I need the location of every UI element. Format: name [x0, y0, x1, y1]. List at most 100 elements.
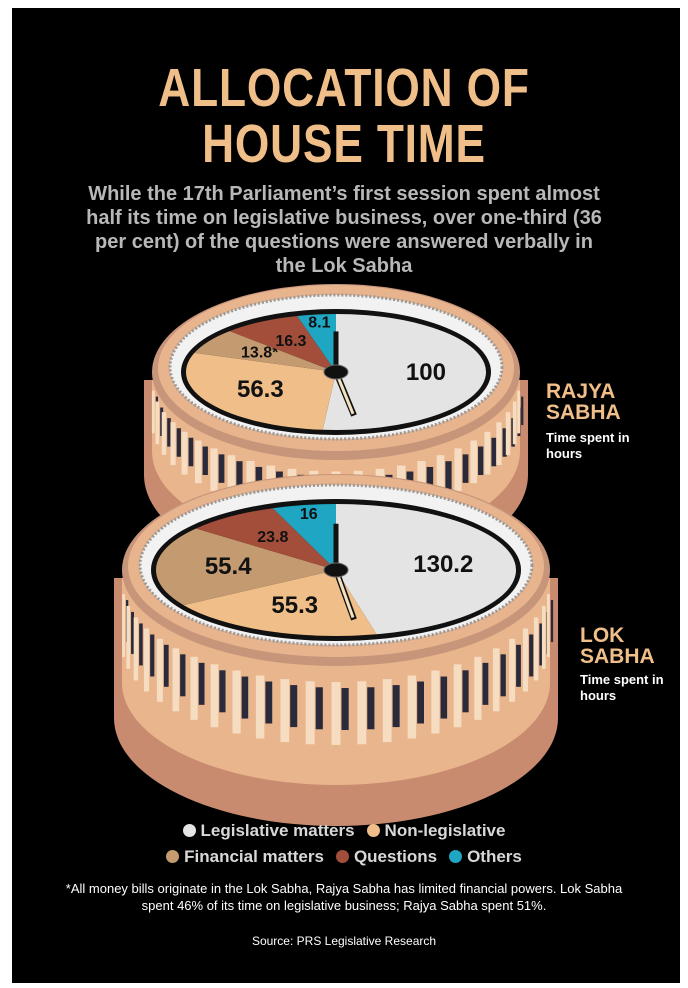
legend-label: Others [467, 847, 522, 866]
column [126, 605, 131, 669]
column [210, 448, 218, 492]
pie-slice [196, 508, 336, 570]
legend-item: Legislative matters [182, 818, 355, 844]
legend-label: Legislative matters [200, 821, 355, 840]
window [176, 428, 181, 457]
legend-label: Financial matters [184, 847, 324, 866]
column [181, 431, 188, 475]
window [502, 428, 507, 457]
column [454, 448, 462, 492]
chart-title: RAJYA SABHA [546, 380, 621, 424]
window [462, 454, 469, 483]
value-label: 56.3 [237, 376, 284, 403]
value-label: 23.8 [257, 529, 288, 546]
chart-title: LOK SABHA [580, 624, 655, 668]
window [482, 662, 489, 705]
legend: Legislative matters Non-legislative Financ… [100, 818, 588, 870]
window [341, 688, 349, 730]
legend-item: Others [449, 844, 522, 870]
window [539, 623, 543, 666]
window [290, 685, 298, 728]
legend-item: Financial matters [166, 844, 324, 870]
column [474, 656, 482, 720]
column [547, 594, 550, 658]
column [280, 679, 290, 743]
chart-subtitle: Time spent in hours [546, 430, 630, 461]
window [131, 611, 134, 654]
column [143, 628, 150, 692]
window [160, 407, 164, 437]
column [255, 675, 265, 739]
window [315, 687, 323, 730]
window [462, 670, 469, 713]
value-label: 130.2 [413, 551, 473, 578]
window [445, 461, 452, 490]
subtitle: While the 17th Parliament’s first sessio… [86, 183, 602, 277]
legend-swatch [182, 824, 196, 837]
column [382, 679, 392, 743]
column [541, 605, 546, 669]
column [331, 682, 341, 745]
pie-slice [229, 315, 336, 372]
window [440, 676, 448, 719]
window [188, 437, 194, 467]
legend-swatch [166, 850, 180, 863]
column [484, 431, 491, 475]
column [407, 675, 417, 739]
column [512, 401, 517, 445]
column [492, 648, 500, 712]
column [357, 681, 367, 745]
column [122, 594, 125, 658]
legend-swatch [335, 850, 349, 863]
window [478, 446, 484, 476]
clock-center [323, 364, 349, 380]
window [241, 676, 249, 719]
column [133, 617, 139, 681]
legend-item: Questions [335, 844, 437, 870]
column [496, 422, 502, 466]
window [392, 685, 400, 728]
legend-swatch [366, 824, 380, 837]
column [305, 681, 315, 745]
clock-hand [334, 569, 355, 619]
column [210, 664, 219, 728]
legend-item: Non-legislative [366, 818, 506, 844]
value-label: 55.4 [205, 553, 252, 580]
column [232, 670, 241, 734]
value-label: 8.1 [308, 314, 330, 331]
window [265, 681, 273, 724]
window [180, 654, 186, 697]
legend-swatch [449, 850, 463, 863]
window [426, 466, 434, 496]
pie-slice [183, 570, 377, 636]
window [521, 396, 524, 426]
clock-center [323, 562, 349, 578]
value-label: 55.3 [271, 592, 318, 619]
pie-slice [272, 504, 336, 570]
window [236, 461, 243, 490]
column [470, 440, 478, 484]
window [367, 687, 375, 730]
pie-slice [297, 314, 336, 372]
column [509, 638, 516, 702]
value-label: 100 [406, 359, 446, 386]
pie-slice [336, 504, 516, 635]
column [517, 390, 521, 434]
window [202, 446, 208, 476]
column [194, 440, 202, 484]
column [453, 664, 462, 728]
column [156, 638, 163, 702]
pie-slice [194, 331, 336, 372]
legend-label: Non-legislative [384, 821, 506, 840]
title: ALLOCATION OF HOUSE TIME [158, 58, 530, 174]
window [163, 644, 169, 687]
window [150, 634, 155, 677]
source: Source: PRS Legislative Research [251, 934, 437, 948]
window [139, 623, 143, 666]
column [533, 617, 539, 681]
column [161, 412, 167, 455]
window [550, 600, 554, 643]
column [172, 648, 180, 712]
column [170, 422, 176, 466]
